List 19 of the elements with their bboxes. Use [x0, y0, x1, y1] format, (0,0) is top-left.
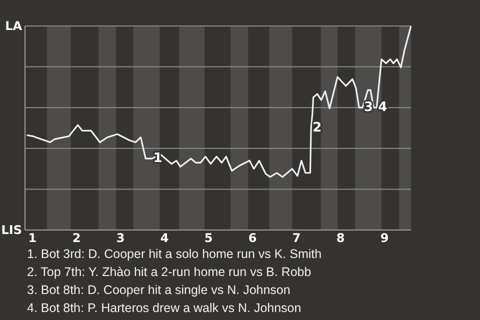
text: 4. Bot 8th: P. Harteros drew a walk vs N. Johnson — [27, 301, 302, 315]
annotation: 1 — [153, 151, 162, 166]
text: 3. Bot 8th: D. Cooper hit a single vs N. Johnson — [27, 283, 290, 297]
annotation: 3 — [364, 100, 374, 116]
annotation: 4 — [378, 100, 388, 116]
x-tick-label: 5 — [204, 231, 213, 245]
annotation: 2 — [312, 120, 322, 136]
x-tick-label: 7 — [292, 231, 301, 245]
text: 2. Top 7th: Y. Zhào hit a 2-run home run vs B. Robb — [27, 265, 312, 279]
x-tick-label: 6 — [248, 231, 257, 245]
text: LIS — [1, 223, 22, 238]
x-tick-label: 2 — [72, 231, 81, 245]
x-tick-label: 8 — [336, 231, 345, 245]
x-tick-label: 4 — [160, 231, 169, 245]
x-tick-label: 1 — [28, 231, 37, 245]
x-tick-label: 3 — [116, 231, 125, 245]
text: 1. Bot 3rd: D. Cooper hit a solo home run vs K. Smith — [27, 247, 322, 261]
text: LA — [5, 19, 23, 34]
x-tick-label: 9 — [380, 231, 389, 245]
